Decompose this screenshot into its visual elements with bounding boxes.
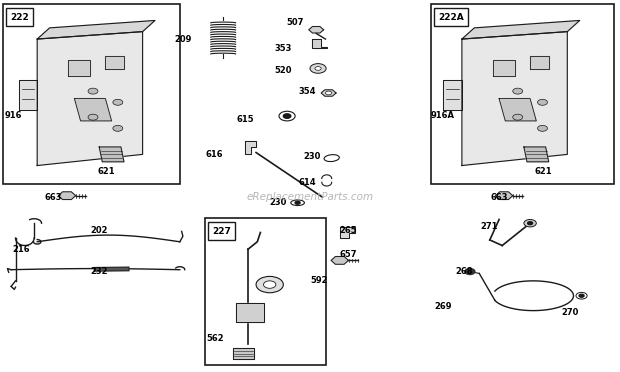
Polygon shape (19, 80, 37, 110)
Text: 615: 615 (237, 115, 254, 124)
Circle shape (315, 67, 321, 70)
Circle shape (88, 88, 98, 94)
Polygon shape (105, 56, 124, 69)
Text: 232: 232 (90, 267, 107, 276)
Circle shape (310, 64, 326, 73)
Circle shape (113, 99, 123, 105)
Text: 222A: 222A (438, 13, 464, 22)
Circle shape (579, 294, 584, 297)
Polygon shape (493, 60, 515, 76)
Polygon shape (37, 20, 155, 39)
Polygon shape (331, 257, 348, 264)
Circle shape (279, 111, 295, 121)
Polygon shape (37, 32, 143, 166)
Text: 520: 520 (274, 66, 291, 75)
Bar (434, 8, 468, 26)
Text: 353: 353 (274, 44, 291, 53)
Polygon shape (524, 147, 549, 162)
Text: 916: 916 (5, 111, 22, 120)
Text: 270: 270 (561, 308, 578, 317)
Circle shape (88, 114, 98, 120)
Text: 663: 663 (491, 193, 508, 202)
Polygon shape (236, 303, 264, 322)
Text: 663: 663 (45, 193, 62, 202)
Bar (431, 4, 614, 184)
Polygon shape (309, 26, 324, 33)
Text: 271: 271 (480, 222, 498, 231)
Polygon shape (99, 147, 124, 162)
Circle shape (326, 91, 332, 95)
Text: 216: 216 (12, 245, 30, 254)
Polygon shape (462, 32, 567, 166)
Polygon shape (312, 39, 327, 48)
Text: 222: 222 (11, 13, 29, 22)
Circle shape (113, 125, 123, 131)
Circle shape (538, 99, 547, 105)
Bar (205, 218, 326, 365)
Text: 916A: 916A (431, 111, 455, 120)
Text: 209: 209 (175, 35, 192, 44)
Polygon shape (321, 90, 336, 96)
Polygon shape (340, 227, 355, 238)
Polygon shape (443, 80, 462, 110)
Circle shape (524, 219, 536, 227)
Polygon shape (495, 192, 513, 199)
Circle shape (283, 114, 291, 118)
Circle shape (528, 222, 533, 225)
Circle shape (465, 269, 475, 275)
Text: 592: 592 (310, 276, 327, 285)
Polygon shape (68, 60, 90, 76)
Text: 507: 507 (286, 18, 304, 27)
Text: 202: 202 (90, 226, 107, 235)
Text: 614: 614 (299, 178, 316, 187)
Polygon shape (58, 192, 76, 199)
Text: 657: 657 (340, 250, 357, 259)
Text: 227: 227 (212, 227, 231, 235)
Circle shape (264, 281, 276, 288)
Bar (3, 4, 180, 184)
Polygon shape (530, 56, 549, 69)
Text: eReplacementParts.com: eReplacementParts.com (246, 192, 374, 202)
Bar (6, 8, 33, 26)
Polygon shape (499, 99, 536, 121)
Polygon shape (232, 348, 254, 359)
Text: 230: 230 (269, 198, 286, 207)
Text: 354: 354 (299, 87, 316, 96)
Circle shape (256, 276, 283, 293)
Text: 616: 616 (206, 150, 223, 159)
Circle shape (513, 88, 523, 94)
Text: 621: 621 (534, 167, 552, 176)
Polygon shape (245, 141, 256, 154)
Circle shape (513, 114, 523, 120)
Polygon shape (74, 99, 112, 121)
Polygon shape (462, 20, 580, 39)
Bar (208, 222, 235, 240)
Text: 269: 269 (434, 302, 451, 311)
Text: 268: 268 (456, 267, 473, 276)
Circle shape (295, 201, 300, 204)
Circle shape (576, 292, 587, 299)
Text: 562: 562 (206, 334, 224, 343)
Text: 621: 621 (97, 167, 115, 176)
Text: 265: 265 (340, 226, 357, 235)
Circle shape (538, 125, 547, 131)
Text: 230: 230 (303, 152, 321, 161)
